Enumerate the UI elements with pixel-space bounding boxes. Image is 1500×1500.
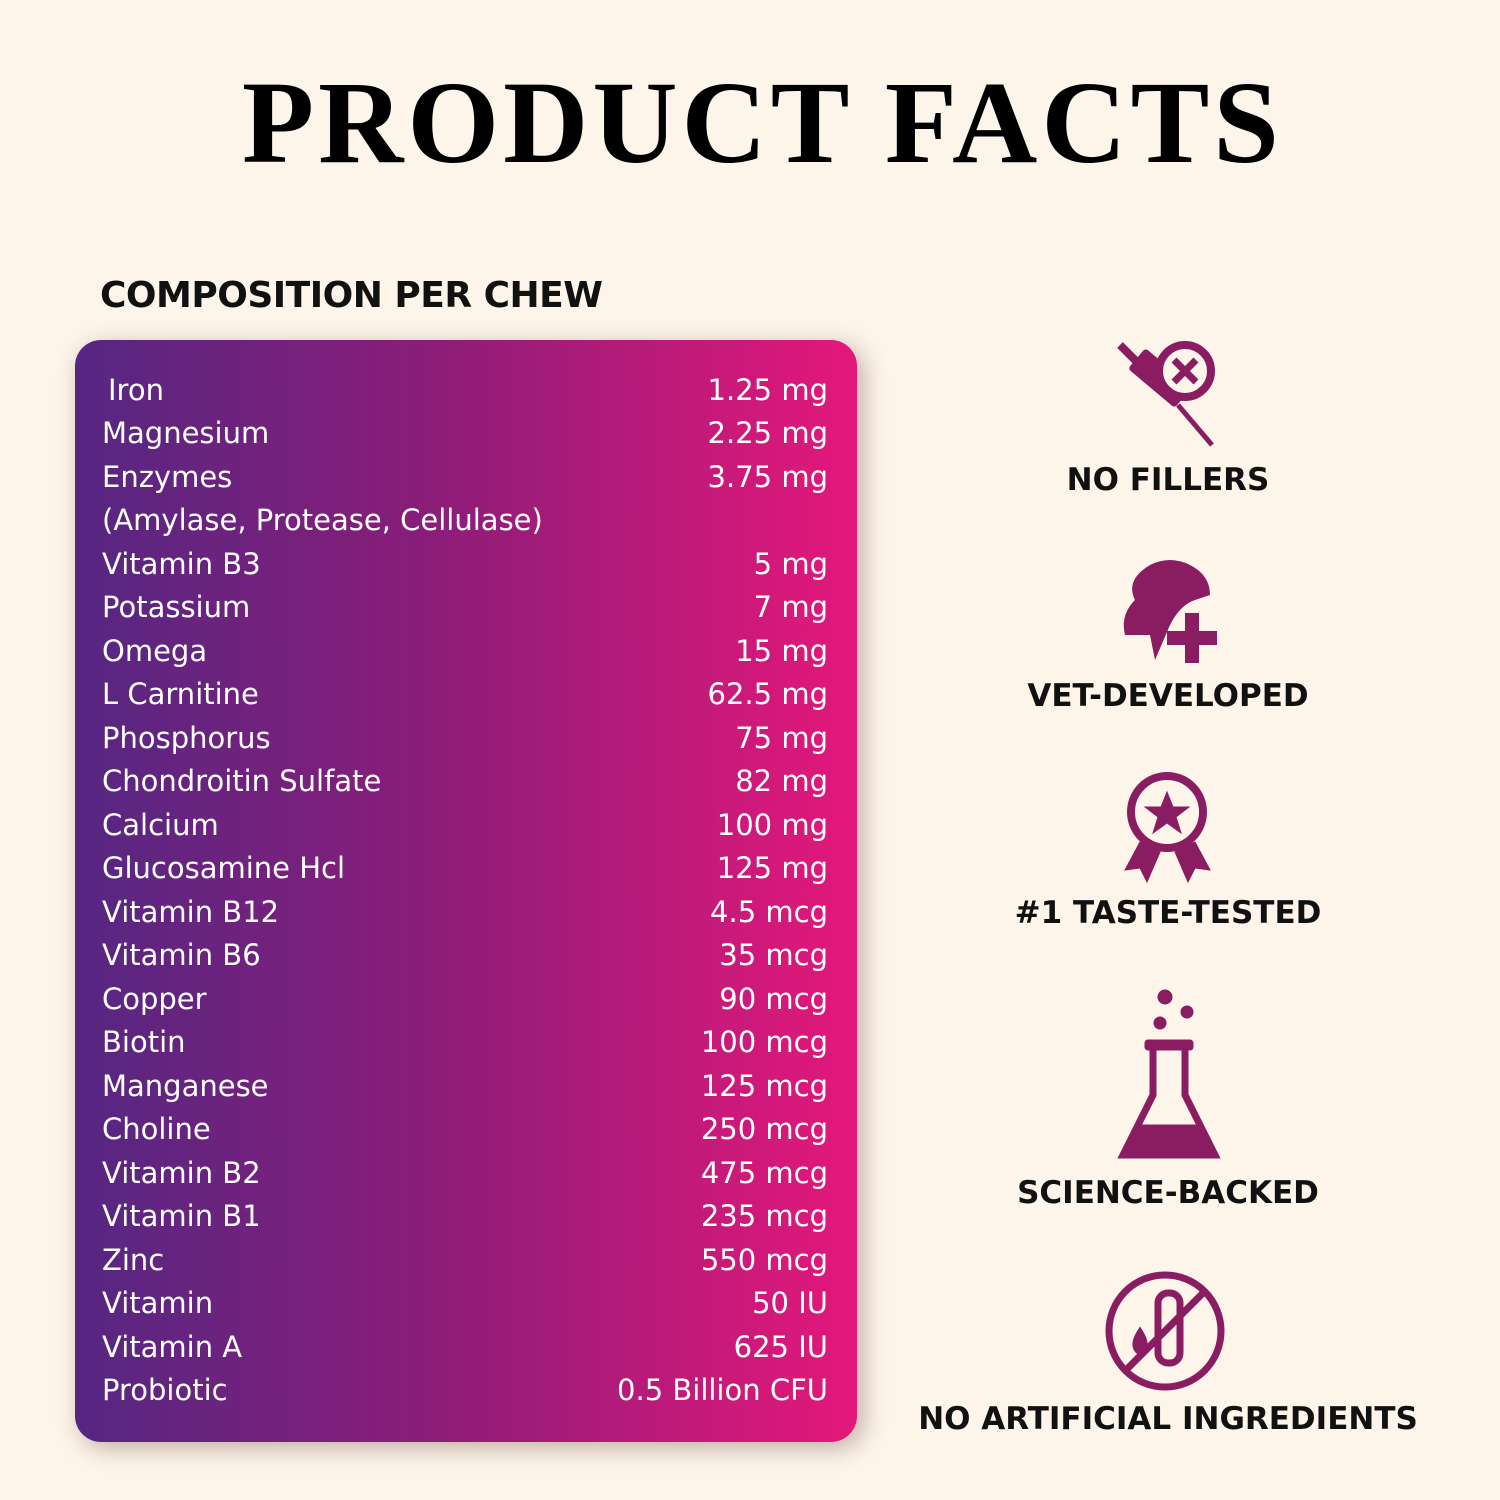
ingredient-amount: 7 mg [753,590,828,625]
ingredient-amount: 90 mcg [719,981,828,1016]
ingredient-name: Phosphorus [102,720,271,755]
ingredient-name: Enzymes [102,459,233,494]
no-artificial-icon [1105,1271,1225,1391]
feature-label: NO ARTIFICIAL INGREDIENTS [918,1401,1418,1437]
ingredient-name: Vitamin B2 [102,1155,261,1190]
science-backed-icon [1117,989,1221,1159]
ingredient-amount: 4.5 mcg [710,894,828,929]
ingredient-name: Iron [108,373,164,407]
ingredient-amount: 35 mcg [719,938,828,973]
ingredient-amount: 250 mcg [700,1112,828,1147]
ingredient-amount: 125 mg [716,851,828,886]
page-title: PRODUCT FACTS [242,57,1283,188]
ingredient-name: Calcium [102,807,219,842]
ingredient-name: Vitamin B1 [102,1199,261,1234]
ingredient-name: Omega [102,633,208,668]
ingredient-amount: 50 IU [752,1286,828,1321]
feature-label: NO FILLERS [1066,462,1270,498]
ingredient-amount: 475 mcg [700,1155,828,1190]
ingredient-amount: 100 mg [716,807,828,842]
no-fillers-icon [1117,341,1215,447]
ingredient-amount: 3.75 mg [707,459,828,494]
ingredient-name: Copper [102,981,207,1016]
ingredient-name: Glucosamine Hcl [102,851,346,886]
ingredient-amount: 15 mg [735,633,828,668]
ingredient-name: Zinc [102,1242,165,1277]
ingredient-name: Potassium [102,590,251,625]
ingredient-amount: 125 mcg [700,1068,828,1103]
ingredient-amount: 62.5 mg [707,677,828,712]
ingredient-name: Magnesium [102,416,270,451]
ingredient-name: Chondroitin Sulfate [102,764,382,799]
ingredient-amount: 2.25 mg [707,416,828,451]
feature-label: #1 TASTE-TESTED [1014,895,1322,931]
ingredient-name: Choline [102,1112,211,1147]
ingredient-name: (Amylase, Protease, Cellulase) [102,503,543,538]
ingredient-name: Vitamin B6 [102,938,261,973]
ingredient-name: Vitamin B3 [102,546,261,581]
ingredient-name: Biotin [102,1025,186,1060]
ingredient-name: Probiotic [102,1373,228,1408]
ingredient-name: Vitamin A [102,1329,243,1364]
ingredient-amount: 0.5 Billion CFU [617,1373,828,1408]
ingredient-amount: 1.25 mg [707,373,828,407]
ingredient-name: Vitamin [102,1286,214,1321]
vet-developed-icon [1123,560,1217,663]
ingredient-amount: 550 mcg [700,1242,828,1277]
ingredient-amount: 235 mcg [700,1199,828,1234]
taste-tested-icon [1124,772,1211,884]
feature-label: VET-DEVELOPED [1027,678,1309,714]
composition-panel [75,340,857,1442]
ingredient-amount: 625 IU [733,1329,828,1364]
ingredient-name: L Carnitine [102,677,259,712]
ingredient-amount: 82 mg [735,764,828,799]
ingredient-name: Vitamin B12 [102,894,280,929]
feature-label: SCIENCE-BACKED [1017,1175,1319,1211]
composition-heading: COMPOSITION PER CHEW [100,275,603,316]
ingredient-amount: 100 mcg [700,1025,828,1060]
ingredient-amount: 5 mg [753,546,828,581]
ingredient-name: Manganese [102,1068,269,1103]
ingredient-amount: 75 mg [735,720,828,755]
